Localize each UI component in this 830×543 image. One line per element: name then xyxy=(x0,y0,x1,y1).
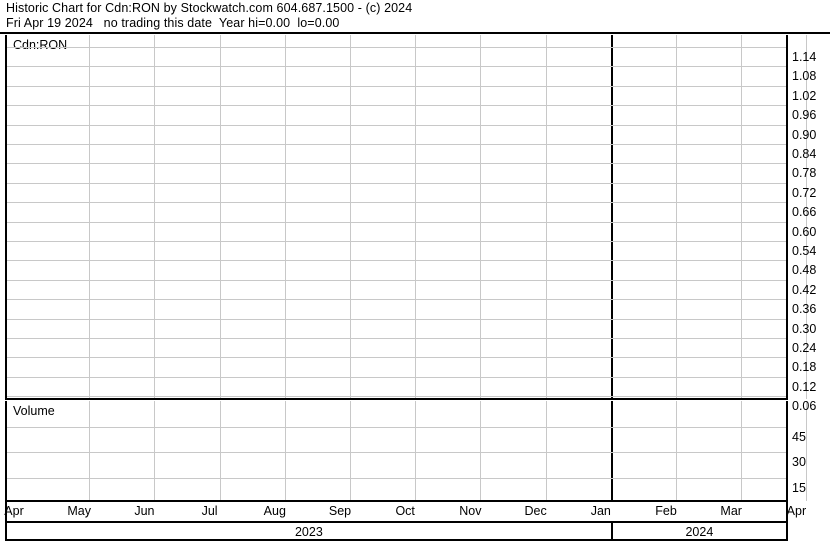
price-axis-tick-label: 0.18 xyxy=(792,360,817,375)
year-label: 2023 xyxy=(294,525,323,539)
horizontal-gridline xyxy=(7,299,786,301)
price-axis-tick-label: 0.90 xyxy=(792,127,817,142)
horizontal-gridline xyxy=(7,85,786,87)
horizontal-gridline xyxy=(7,318,786,320)
vertical-gridline xyxy=(545,401,547,501)
month-tick-label: Mar xyxy=(720,504,742,518)
price-axis-tick-label: 1.14 xyxy=(792,50,817,64)
vertical-gridline xyxy=(741,35,743,399)
vertical-gridline xyxy=(806,401,808,501)
price-axis-tick-label: 0.12 xyxy=(792,379,817,394)
month-tick-label: Jan xyxy=(590,504,611,518)
horizontal-gridline xyxy=(7,279,786,281)
horizontal-gridline xyxy=(7,427,786,428)
year-band-divider xyxy=(610,523,613,539)
vertical-gridline xyxy=(350,35,351,399)
price-axis-tick-label: 0.96 xyxy=(792,108,817,123)
year-axis-band: 2023 2024 xyxy=(5,521,788,541)
vertical-gridline xyxy=(741,401,743,501)
month-tick-label: Feb xyxy=(655,504,677,518)
horizontal-gridline xyxy=(7,105,786,107)
price-axis-tick-label: 0.06 xyxy=(792,399,817,414)
price-axis-tick-label: 0.30 xyxy=(792,321,817,336)
vertical-gridline xyxy=(545,35,547,399)
chart-status-line: Fri Apr 19 2024 no trading this date Yea… xyxy=(6,16,340,30)
vertical-gridline xyxy=(219,401,221,501)
volume-axis-tick-label: 15 xyxy=(792,480,806,495)
price-axis-tick-label: 0.48 xyxy=(792,263,817,278)
vertical-gridline xyxy=(219,35,221,399)
vertical-gridline xyxy=(154,35,156,399)
horizontal-gridline xyxy=(7,260,786,262)
price-axis-tick-label: 0.60 xyxy=(792,224,817,239)
month-tick-label: Apr xyxy=(786,504,807,518)
vertical-gridline xyxy=(415,401,417,501)
price-axis-tick-label: 1.02 xyxy=(792,88,817,103)
horizontal-gridline xyxy=(7,124,786,126)
vertical-gridline xyxy=(284,401,286,501)
volume-axis-tick-label: 30 xyxy=(792,455,806,470)
vertical-gridline xyxy=(350,401,351,501)
chart-header: Historic Chart for Cdn:RON by Stockwatch… xyxy=(0,0,830,34)
vertical-gridline xyxy=(480,401,482,501)
plot-bottom-border xyxy=(5,500,788,502)
month-tick-label: Apr xyxy=(4,504,24,518)
month-tick-label: Jun xyxy=(134,504,155,518)
vertical-gridline xyxy=(676,35,677,399)
panel-separator xyxy=(5,398,788,400)
month-tick-label: Nov xyxy=(459,504,482,518)
year-label: 2024 xyxy=(685,525,714,539)
price-axis-tick-label: 0.72 xyxy=(792,185,817,200)
horizontal-gridline xyxy=(7,163,786,165)
price-panel-label: Cdn:RON xyxy=(13,38,68,52)
month-tick-label: Aug xyxy=(263,504,286,518)
year-divider-line xyxy=(610,401,613,501)
horizontal-gridline xyxy=(7,357,786,359)
horizontal-gridline xyxy=(7,144,786,145)
month-tick-label: Jul xyxy=(201,504,218,518)
header-divider xyxy=(0,32,830,34)
horizontal-gridline xyxy=(7,376,786,378)
chart-title: Historic Chart for Cdn:RON by Stockwatch… xyxy=(6,1,413,15)
volume-panel-label: Volume xyxy=(13,404,55,418)
price-axis-tick-label: 1.08 xyxy=(792,69,817,84)
vertical-gridline xyxy=(480,35,482,399)
month-tick-label: Dec xyxy=(524,504,547,518)
month-tick-label: May xyxy=(67,504,91,518)
vertical-gridline xyxy=(154,401,156,501)
year-divider-line xyxy=(610,35,613,399)
price-axis-tick-label: 0.66 xyxy=(792,205,817,220)
price-axis-tick-label: 0.36 xyxy=(792,302,817,317)
horizontal-gridline xyxy=(7,182,786,184)
vertical-gridline xyxy=(89,35,91,399)
volume-panel: Volume xyxy=(5,401,808,501)
horizontal-gridline xyxy=(7,66,786,68)
price-axis-tick-label: 0.54 xyxy=(792,244,817,258)
horizontal-gridline xyxy=(7,396,786,398)
horizontal-gridline xyxy=(7,221,786,223)
price-panel: Cdn:RON xyxy=(5,35,808,399)
horizontal-gridline xyxy=(7,47,786,48)
horizontal-gridline xyxy=(7,477,786,479)
volume-axis-tick-label: 45 xyxy=(792,430,806,444)
horizontal-gridline xyxy=(7,241,786,242)
horizontal-gridline xyxy=(7,202,786,204)
vertical-gridline xyxy=(415,35,417,399)
month-axis-band: Apr May Jun Jul Aug Sep Oct Nov Dec Jan Feb Mar Apr xyxy=(4,502,806,521)
vertical-gridline xyxy=(806,35,808,399)
horizontal-gridline xyxy=(7,338,786,339)
price-axis-tick-label: 0.78 xyxy=(792,166,817,181)
price-axis-tick-label: 0.24 xyxy=(792,341,817,355)
horizontal-gridline xyxy=(7,452,786,454)
price-axis-tick-label: 0.42 xyxy=(792,282,817,297)
price-axis-tick-label: 0.84 xyxy=(792,147,817,161)
month-tick-label: Oct xyxy=(395,504,415,518)
vertical-gridline xyxy=(284,35,286,399)
vertical-gridline xyxy=(676,401,677,501)
month-tick-label: Sep xyxy=(328,504,352,518)
vertical-gridline xyxy=(89,401,91,501)
